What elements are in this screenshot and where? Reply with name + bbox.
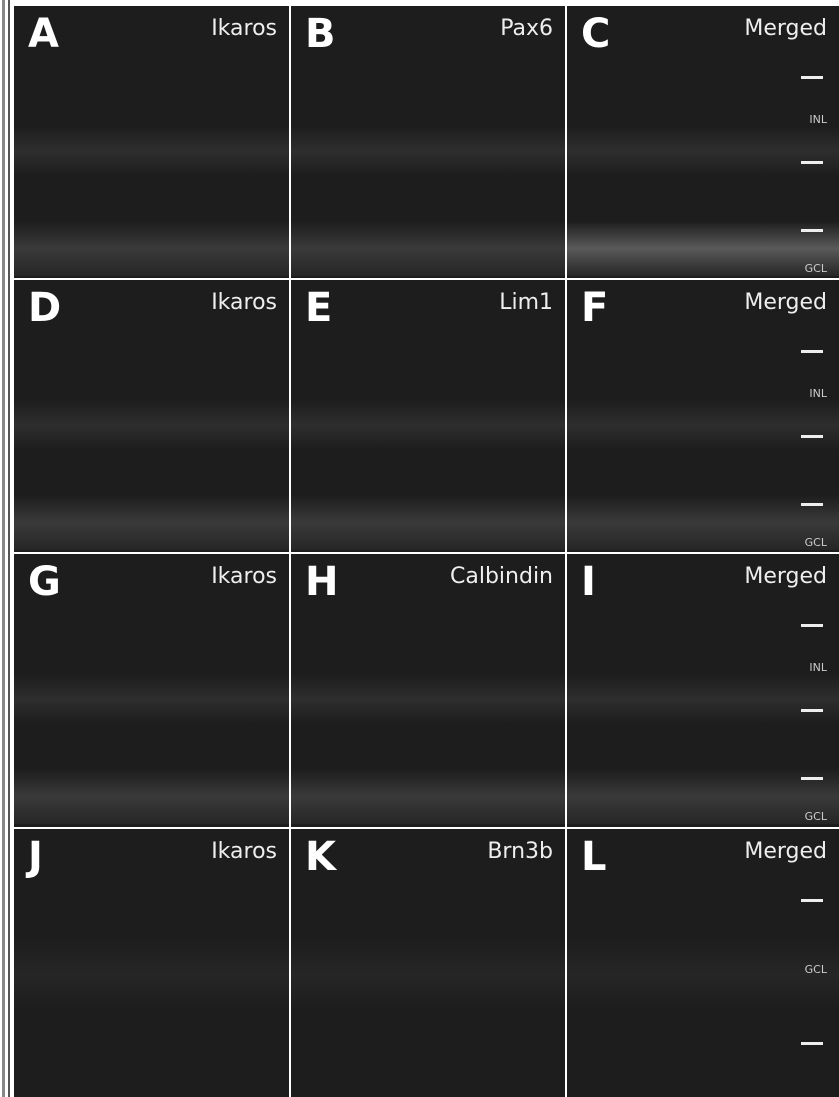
layer-marker: [801, 435, 823, 438]
cell-layer: [14, 495, 289, 550]
layer-label: GCL: [805, 536, 827, 549]
layer-label: INL: [809, 661, 827, 674]
layer-marker: [801, 76, 823, 79]
panel-label: Calbindin: [450, 566, 553, 588]
panel-label: Pax6: [500, 18, 553, 40]
cell-layer: [567, 126, 839, 176]
layer-marker: [801, 777, 823, 780]
figure: A Ikaros B Pax6 C Merged INL GCL D Ikaros E Lim1 F Me…: [0, 0, 839, 1097]
cell-layer: [291, 769, 565, 824]
panel-letter: I: [581, 562, 596, 602]
cell-layer: [567, 939, 839, 1009]
cell-layer: [14, 769, 289, 824]
panel-label: Merged: [744, 841, 827, 863]
cell-layer: [567, 769, 839, 824]
layer-label: GCL: [805, 810, 827, 823]
panel-letter: C: [581, 14, 610, 54]
panel-label: Merged: [744, 566, 827, 588]
layer-marker: [801, 161, 823, 164]
panel-letter: K: [305, 837, 336, 877]
cell-layer: [291, 126, 565, 176]
layer-label: INL: [809, 113, 827, 126]
micrograph-panel: G Ikaros: [14, 554, 289, 827]
cell-layer: [567, 400, 839, 450]
layer-marker: [801, 1042, 823, 1045]
cell-layer: [14, 400, 289, 450]
panel-label: Ikaros: [211, 566, 277, 588]
cell-layer: [291, 400, 565, 450]
layer-label: GCL: [805, 262, 827, 275]
cell-layer: [567, 221, 839, 276]
micrograph-panel: F Merged INL GCL: [567, 280, 839, 552]
layer-marker: [801, 350, 823, 353]
panel-label: Brn3b: [487, 841, 553, 863]
panel-label: Ikaros: [211, 18, 277, 40]
cell-layer: [14, 674, 289, 724]
micrograph-panel: I Merged INL GCL: [567, 554, 839, 827]
panel-label: Merged: [744, 292, 827, 314]
layer-label: INL: [809, 387, 827, 400]
panel-label: Lim1: [499, 292, 553, 314]
panel-letter: A: [28, 14, 59, 54]
panel-letter: H: [305, 562, 338, 602]
micrograph-panel: D Ikaros: [14, 280, 289, 552]
border-line: [8, 0, 10, 1097]
panel-letter: B: [305, 14, 336, 54]
panel-letter: G: [28, 562, 61, 602]
panel-letter: F: [581, 288, 608, 328]
micrograph-panel: K Brn3b: [291, 829, 565, 1097]
cell-layer: [567, 495, 839, 550]
cell-layer: [14, 126, 289, 176]
cell-layer: [291, 495, 565, 550]
micrograph-panel: E Lim1: [291, 280, 565, 552]
cell-layer: [567, 674, 839, 724]
panel-label: Ikaros: [211, 292, 277, 314]
micrograph-panel: L Merged GCL: [567, 829, 839, 1097]
panel-label: Merged: [744, 18, 827, 40]
micrograph-panel: C Merged INL GCL: [567, 6, 839, 278]
layer-marker: [801, 624, 823, 627]
cell-layer: [291, 939, 565, 1009]
layer-marker: [801, 229, 823, 232]
panel-letter: J: [28, 837, 43, 877]
cell-layer: [291, 674, 565, 724]
micrograph-panel: H Calbindin: [291, 554, 565, 827]
panel-label: Ikaros: [211, 841, 277, 863]
micrograph-panel: J Ikaros: [14, 829, 289, 1097]
micrograph-panel: A Ikaros: [14, 6, 289, 278]
layer-marker: [801, 899, 823, 902]
layer-label: GCL: [805, 963, 827, 976]
border-line: [2, 0, 5, 1097]
panel-letter: E: [305, 288, 332, 328]
layer-marker: [801, 503, 823, 506]
layer-marker: [801, 709, 823, 712]
cell-layer: [14, 939, 289, 1009]
cell-layer: [14, 221, 289, 276]
cell-layer: [291, 221, 565, 276]
panel-letter: L: [581, 837, 607, 877]
micrograph-panel: B Pax6: [291, 6, 565, 278]
panel-letter: D: [28, 288, 61, 328]
